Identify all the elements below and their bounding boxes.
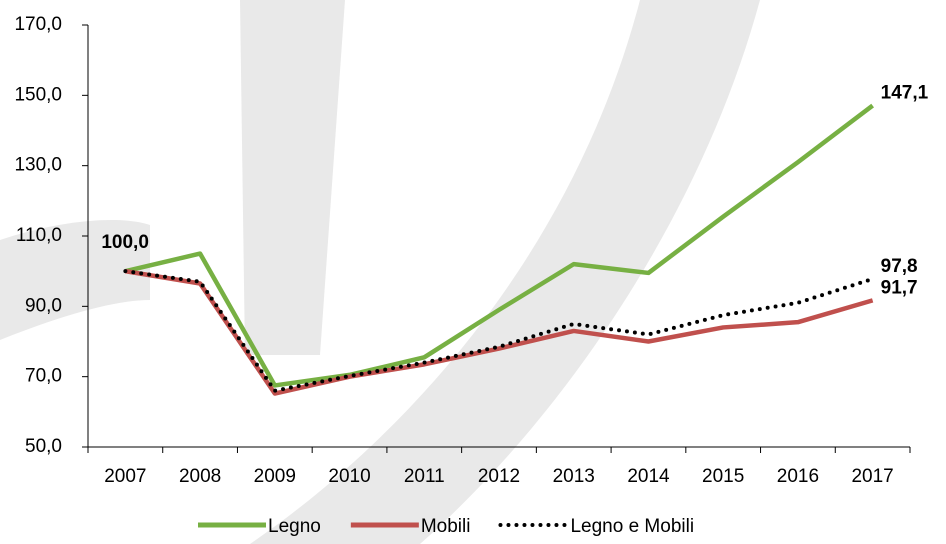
x-tick-label: 2007 bbox=[104, 466, 146, 487]
x-tick-label: 2016 bbox=[777, 466, 819, 487]
y-tick-label: 90,0 bbox=[25, 295, 62, 316]
y-tick-label: 150,0 bbox=[14, 84, 62, 105]
y-tick-label: 170,0 bbox=[14, 14, 62, 35]
x-tick-label: 2009 bbox=[254, 466, 296, 487]
y-tick-label: 130,0 bbox=[14, 155, 62, 176]
y-tick-label: 70,0 bbox=[25, 366, 62, 387]
x-tick-label: 2015 bbox=[702, 466, 744, 487]
x-tick-label: 2017 bbox=[851, 466, 893, 487]
series-line bbox=[124, 268, 874, 396]
legend-label: Legno e Mobili bbox=[570, 516, 694, 537]
value-label: 97,8 bbox=[881, 256, 918, 277]
value-label: 100,0 bbox=[101, 232, 149, 253]
watermark bbox=[0, 0, 760, 544]
legend-label: Legno bbox=[268, 516, 321, 537]
value-label: 91,7 bbox=[881, 277, 918, 298]
legend-label: Mobili bbox=[421, 516, 471, 537]
series-line bbox=[124, 103, 874, 388]
y-tick-label: 50,0 bbox=[25, 436, 62, 457]
value-label: 147,1 bbox=[881, 83, 929, 104]
x-tick-label: 2012 bbox=[478, 466, 520, 487]
x-tick-label: 2008 bbox=[179, 466, 221, 487]
y-tick-label: 110,0 bbox=[16, 225, 62, 246]
x-tick-label: 2014 bbox=[627, 466, 670, 487]
x-tick-label: 2010 bbox=[328, 466, 370, 487]
x-tick-label: 2013 bbox=[553, 466, 595, 487]
x-tick-label: 2011 bbox=[404, 466, 445, 487]
